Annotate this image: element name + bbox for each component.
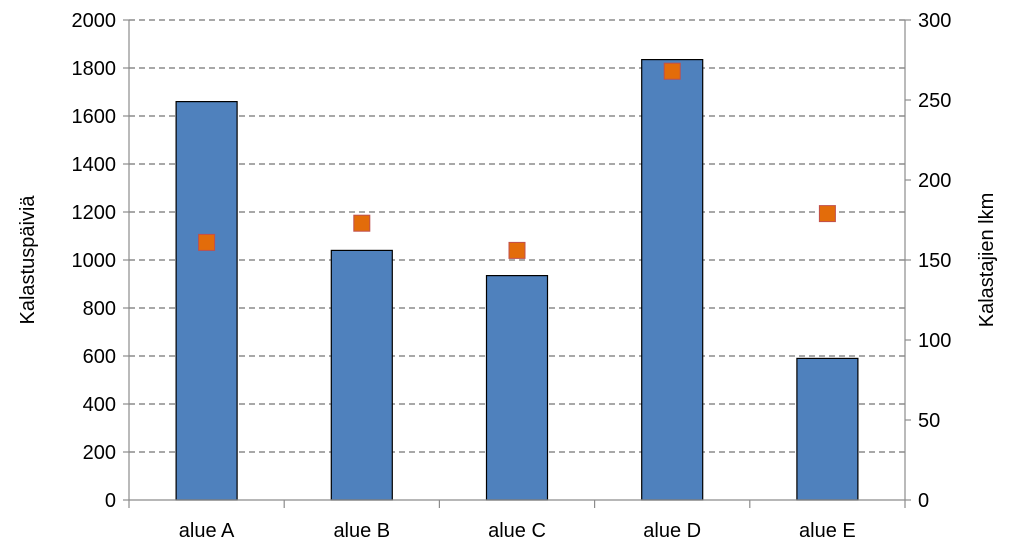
left-tick-label: 1000	[72, 250, 117, 272]
right-axis-ticks: 0 50 100 150 200 250 300	[905, 10, 951, 512]
marker-point	[663, 62, 681, 80]
right-tick-label: 150	[918, 250, 951, 272]
left-tick-label: 2000	[72, 10, 117, 32]
left-tick-label: 1200	[72, 202, 117, 224]
left-tick-label: 600	[83, 346, 116, 368]
right-tick-label: 300	[918, 10, 951, 32]
left-axis-ticks: 0 200 400 600 800 1000 1200 1400 1600 1800 2000	[72, 10, 129, 512]
bar	[796, 357, 859, 501]
x-tick-label: alue A	[179, 520, 235, 542]
bar-series	[175, 58, 859, 501]
left-tick-label: 0	[105, 490, 116, 512]
left-tick-label: 400	[83, 394, 116, 416]
marker-point	[508, 241, 526, 259]
bar	[485, 275, 549, 501]
left-tick-label: 1800	[72, 58, 117, 80]
left-tick-label: 800	[83, 298, 116, 320]
x-tick-label: alue E	[799, 520, 856, 542]
right-tick-label: 50	[918, 410, 940, 432]
right-tick-label: 0	[918, 490, 929, 512]
bar	[175, 100, 238, 501]
x-tick-label: alue D	[643, 520, 701, 542]
x-tick-label: alue B	[333, 520, 390, 542]
marker-point	[198, 233, 216, 251]
left-tick-label: 1400	[72, 154, 117, 176]
y2-axis-title: Kalastajien lkm	[976, 193, 998, 328]
right-tick-label: 200	[918, 170, 951, 192]
bar	[330, 249, 393, 501]
x-tick-label: alue C	[488, 520, 546, 542]
marker-point	[353, 214, 371, 232]
right-tick-label: 100	[918, 330, 951, 352]
marker-point	[818, 205, 836, 223]
x-axis-ticks: alue A alue B alue C alue D alue E	[128, 500, 906, 542]
left-tick-label: 200	[83, 442, 116, 464]
right-tick-label: 250	[918, 90, 951, 112]
marker-series	[198, 62, 836, 259]
y-axis-title: Kalastuspäiviä	[17, 195, 39, 325]
bar	[641, 58, 704, 501]
left-tick-label: 1600	[72, 106, 117, 128]
